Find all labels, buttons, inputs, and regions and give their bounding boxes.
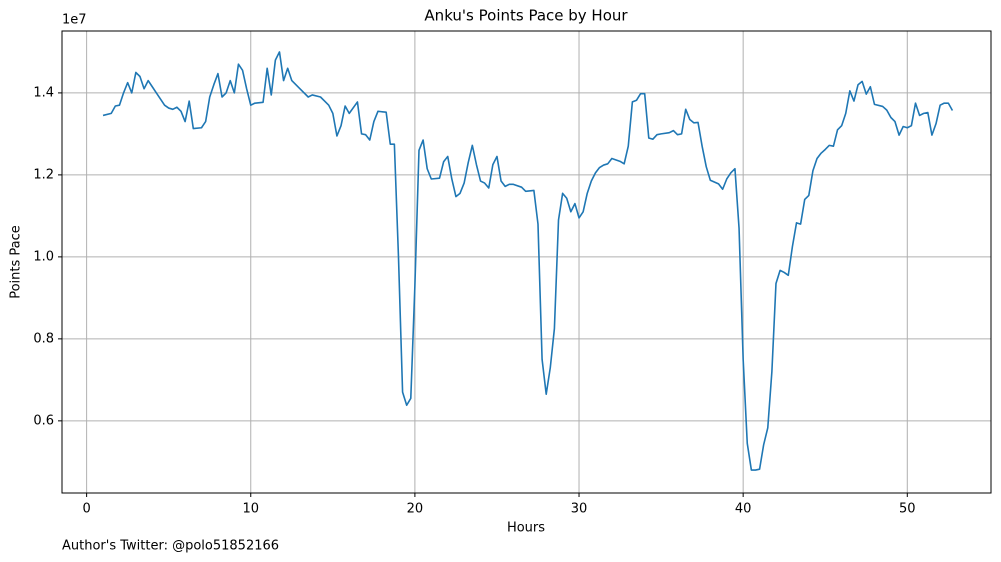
y-tick-label: 0.6: [33, 413, 54, 428]
y-tick-label: 1.4: [33, 85, 54, 100]
y-tick-label: 1.2: [33, 167, 54, 182]
x-tick-label: 0: [82, 502, 90, 517]
y-tick-label: 0.8: [33, 331, 54, 346]
x-tick-label: 40: [735, 502, 752, 517]
x-tick-label: 50: [899, 502, 916, 517]
chart-title: Anku's Points Pace by Hour: [424, 7, 628, 25]
data-line: [102, 51, 954, 471]
x-tick-label: 10: [242, 502, 259, 517]
footnote: Author's Twitter: @polo51852166: [62, 539, 279, 554]
y-tick-label: 1.0: [33, 249, 54, 264]
y-offset-label: 1e7: [62, 13, 87, 28]
x-tick-label: 30: [571, 502, 588, 517]
x-tick-label: 20: [407, 502, 424, 517]
y-axis-label: Points Pace: [9, 225, 24, 299]
x-axis-label: Hours: [507, 521, 545, 536]
plot-frame: [61, 30, 992, 494]
